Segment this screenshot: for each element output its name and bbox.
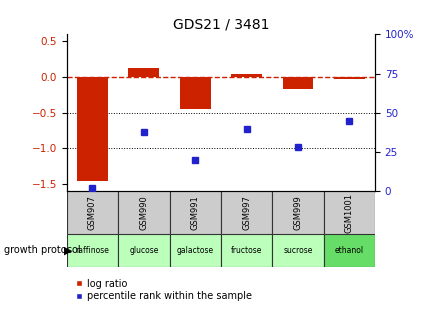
Text: GSM907: GSM907 xyxy=(88,195,97,230)
Bar xyxy=(323,234,374,267)
Text: sucrose: sucrose xyxy=(283,246,312,255)
Text: raffinose: raffinose xyxy=(75,246,109,255)
Title: GDS21 / 3481: GDS21 / 3481 xyxy=(172,18,268,32)
Bar xyxy=(220,234,272,267)
Legend: log ratio, percentile rank within the sample: log ratio, percentile rank within the sa… xyxy=(71,275,255,305)
Bar xyxy=(282,77,313,89)
Text: GSM990: GSM990 xyxy=(139,195,148,230)
Bar xyxy=(67,191,118,234)
Bar xyxy=(67,234,118,267)
Bar xyxy=(118,191,169,234)
Text: GSM1001: GSM1001 xyxy=(344,193,353,232)
Text: ethanol: ethanol xyxy=(334,246,363,255)
Bar xyxy=(118,234,169,267)
Text: glucose: glucose xyxy=(129,246,158,255)
Text: GSM999: GSM999 xyxy=(293,195,302,230)
Text: growth protocol: growth protocol xyxy=(4,245,81,255)
Text: GSM997: GSM997 xyxy=(242,195,251,230)
Text: galactose: galactose xyxy=(176,246,213,255)
Bar xyxy=(128,68,159,77)
Text: ▶: ▶ xyxy=(64,245,72,255)
Bar xyxy=(323,191,374,234)
Bar xyxy=(230,74,261,77)
Bar xyxy=(169,234,220,267)
Text: GSM991: GSM991 xyxy=(190,195,199,230)
Bar xyxy=(272,234,323,267)
Bar xyxy=(77,77,108,181)
Bar xyxy=(179,77,210,109)
Bar xyxy=(333,77,364,78)
Bar xyxy=(169,191,220,234)
Bar xyxy=(272,191,323,234)
Text: fructose: fructose xyxy=(230,246,261,255)
Bar xyxy=(220,191,272,234)
